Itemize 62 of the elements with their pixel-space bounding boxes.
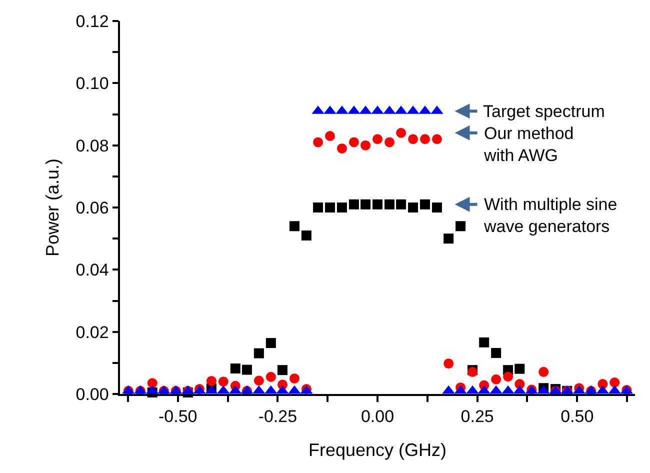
- point: [289, 373, 300, 384]
- point: [324, 131, 335, 142]
- point: [266, 372, 276, 382]
- point: [372, 134, 382, 144]
- y-tick-label: 0.10: [76, 74, 109, 94]
- point: [348, 199, 359, 210]
- point: [254, 348, 264, 358]
- point: [147, 378, 158, 388]
- point: [277, 365, 288, 376]
- point: [408, 202, 418, 212]
- point: [360, 199, 371, 210]
- point: [396, 128, 406, 138]
- point: [313, 202, 324, 212]
- point: [372, 199, 382, 210]
- point: [218, 376, 228, 387]
- y-tick-label: 0.08: [76, 136, 109, 156]
- point: [538, 366, 549, 377]
- point: [491, 374, 502, 384]
- text: Target spectrum: [483, 102, 605, 121]
- y-tick-label: 0.00: [76, 384, 109, 404]
- point: [503, 372, 514, 382]
- point: [230, 364, 240, 374]
- point: [289, 221, 300, 232]
- point: [456, 221, 466, 232]
- point: [242, 364, 252, 375]
- point: [408, 134, 418, 144]
- point: [432, 134, 442, 144]
- point: [444, 358, 454, 369]
- point: [384, 199, 394, 210]
- x-tick-label: 0.50: [560, 407, 594, 426]
- y-tick-label: 0.06: [76, 198, 109, 218]
- point: [384, 137, 394, 148]
- point: [420, 199, 430, 210]
- x-tick-label: -0.25: [258, 407, 298, 426]
- x-axis-title: Frequency (GHz): [308, 440, 447, 460]
- point: [206, 376, 216, 386]
- y-tick-label: 0.02: [76, 322, 109, 342]
- point: [420, 134, 430, 144]
- y-tick-label: 0.04: [76, 260, 109, 280]
- point: [444, 234, 454, 244]
- x-tick-label: -0.50: [158, 407, 198, 426]
- point: [396, 199, 406, 210]
- point: [324, 202, 335, 212]
- point: [432, 202, 442, 212]
- point: [266, 338, 276, 348]
- point: [610, 378, 620, 388]
- point: [254, 376, 264, 386]
- x-tick-label: 0.00: [360, 407, 394, 426]
- series-label: With multiple sine wave generators: [483, 195, 618, 236]
- point: [301, 230, 312, 240]
- text: Our method with AWG: [483, 124, 574, 166]
- point: [336, 202, 347, 212]
- point: [491, 348, 502, 358]
- y-axis-title: Power (a.u.): [42, 158, 62, 257]
- y-tick-label: 0.12: [76, 12, 109, 31]
- x-tick-label: 0.25: [460, 407, 494, 426]
- point: [514, 364, 525, 374]
- point: [313, 137, 324, 148]
- point: [348, 137, 359, 148]
- point: [336, 143, 347, 154]
- point: [360, 140, 371, 150]
- point: [479, 337, 490, 348]
